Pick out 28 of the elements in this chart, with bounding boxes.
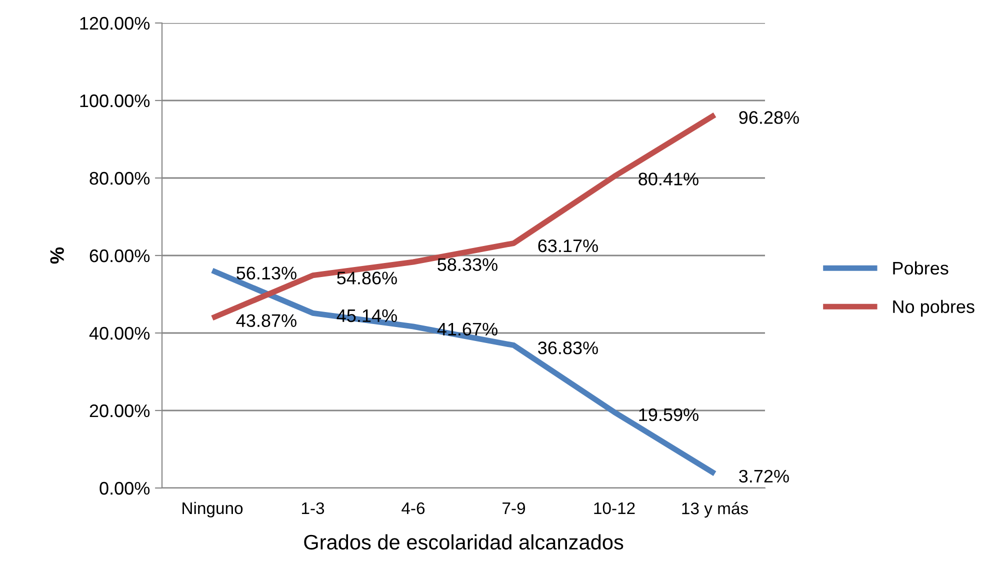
y-tick-label: 120.00% xyxy=(80,16,150,30)
y-tick-label: 0.00% xyxy=(100,482,150,495)
x-tick-label: 13 y más xyxy=(682,502,748,518)
data-label: 41.67% xyxy=(437,322,498,336)
y-tick-label: 80.00% xyxy=(90,172,150,185)
data-label: 96.28% xyxy=(739,111,799,124)
data-label: 80.41% xyxy=(638,172,698,186)
y-axis-title: % xyxy=(50,247,64,264)
x-tick-label: 7-9 xyxy=(502,502,526,514)
x-tick-label: 10-12 xyxy=(594,502,635,514)
data-label: 56.13% xyxy=(236,266,296,280)
legend-label: Pobres xyxy=(893,261,948,275)
y-tick-label: 20.00% xyxy=(90,404,150,418)
data-label: 43.87% xyxy=(236,314,296,328)
legend-label: No pobres xyxy=(893,300,974,317)
x-tick-label: 1-3 xyxy=(302,502,324,514)
x-tick-label: 4-6 xyxy=(402,502,425,514)
data-label: 3.72% xyxy=(739,470,789,483)
y-tick-label: 60.00% xyxy=(90,249,150,262)
data-label: 63.17% xyxy=(538,239,598,252)
data-label: 58.33% xyxy=(438,258,498,271)
data-label: 36.83% xyxy=(538,342,598,354)
y-tick-label: 40.00% xyxy=(89,326,150,340)
x-axis-title: Grados de escolaridad alcanzados xyxy=(304,534,624,550)
data-label: 19.59% xyxy=(639,408,698,422)
data-label: 54.86% xyxy=(337,272,397,284)
y-tick-label: 100.00% xyxy=(80,94,150,108)
x-tick-label: Ninguno xyxy=(182,502,243,518)
